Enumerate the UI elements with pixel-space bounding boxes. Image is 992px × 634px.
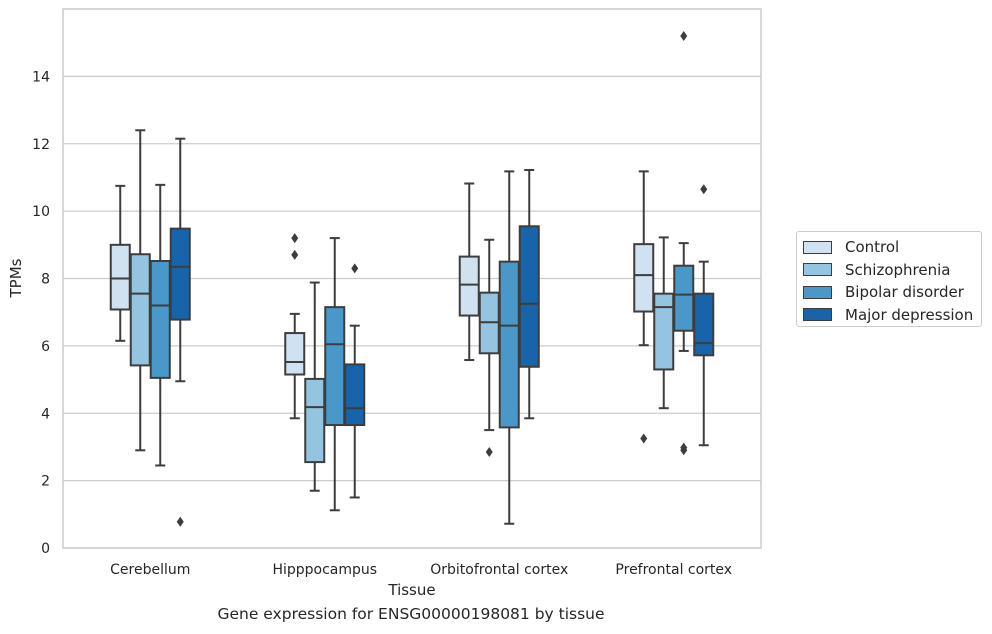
box-body	[129, 253, 151, 367]
x-tick-label: Cerebellum	[110, 562, 190, 578]
legend-label: Bipolar disorder	[845, 283, 964, 302]
y-tick-label: 0	[41, 541, 50, 557]
series-bipolar-disorder	[149, 30, 695, 525]
legend-label: Major depression	[845, 305, 974, 324]
y-tick-label: 4	[41, 406, 50, 422]
box-body	[284, 332, 306, 376]
box	[304, 281, 326, 492]
box-body	[693, 292, 715, 357]
box-body	[149, 259, 171, 379]
x-tick-label: Orbitofrontal cortex	[430, 562, 568, 578]
series-major-depression	[169, 137, 715, 527]
box-body	[673, 264, 695, 332]
box	[633, 170, 655, 444]
series-control	[109, 170, 655, 444]
legend-item: Schizophrenia	[803, 259, 981, 282]
box-body	[518, 225, 540, 368]
box	[653, 236, 675, 410]
legend: Control Schizophrenia Bipolar disorder Majo…	[796, 231, 982, 327]
x-tick-label: Hipppocampus	[272, 562, 377, 578]
box-body	[344, 363, 366, 427]
box-body	[169, 227, 191, 321]
y-axis-label: TPMs	[7, 258, 25, 298]
y-tick-label: 8	[41, 272, 50, 288]
outlier-point	[351, 263, 359, 274]
outlier-point	[291, 233, 299, 244]
outlier-point	[640, 433, 648, 444]
legend-swatch	[803, 263, 832, 277]
box	[284, 233, 306, 420]
x-tick-label: Prefrontal cortex	[615, 562, 732, 578]
legend-swatch	[803, 285, 832, 299]
legend-swatch	[803, 240, 832, 254]
legend-item: Major depression	[803, 304, 981, 327]
box-body	[324, 306, 346, 427]
box	[518, 169, 540, 420]
legend-swatch	[803, 308, 832, 322]
legend-item: Bipolar disorder	[803, 281, 981, 304]
box	[478, 238, 500, 457]
figure-caption: Gene expression for ENSG00000198081 by t…	[217, 605, 605, 623]
box	[498, 170, 520, 525]
box-body	[109, 243, 131, 311]
x-axis-label: Tissue	[387, 581, 435, 599]
box	[129, 129, 151, 452]
y-tick-label: 12	[32, 137, 50, 153]
box-body	[458, 255, 480, 317]
y-tick-label: 14	[32, 69, 50, 85]
outlier-point	[680, 30, 688, 41]
legend-label: Schizophrenia	[845, 260, 951, 279]
box	[458, 182, 480, 362]
y-tick-label: 2	[41, 474, 50, 490]
box	[344, 263, 366, 499]
box	[149, 183, 171, 467]
outlier-point	[176, 516, 184, 527]
y-tick-label: 6	[41, 339, 50, 355]
plot-frame	[62, 8, 762, 549]
box	[693, 184, 715, 447]
box	[169, 137, 191, 527]
y-tick-label: 10	[32, 204, 50, 220]
y-tick-labels: 0 2 4 6 8 10 12 14	[32, 69, 50, 557]
outlier-point	[291, 249, 299, 260]
legend-label: Control	[845, 238, 900, 257]
outlier-point	[485, 446, 493, 457]
box-body	[304, 377, 326, 464]
outlier-point	[680, 442, 688, 453]
box-body	[633, 243, 655, 313]
series-schizophrenia	[129, 129, 675, 492]
x-tick-labels: Cerebellum Hipppocampus Orbitofrontal cort…	[110, 562, 732, 578]
outlier-point	[700, 184, 708, 195]
box-series	[109, 30, 715, 527]
box	[673, 30, 695, 456]
box-body	[498, 260, 520, 429]
legend-item: Control	[803, 236, 981, 259]
box	[109, 184, 131, 342]
box-body	[653, 292, 675, 371]
